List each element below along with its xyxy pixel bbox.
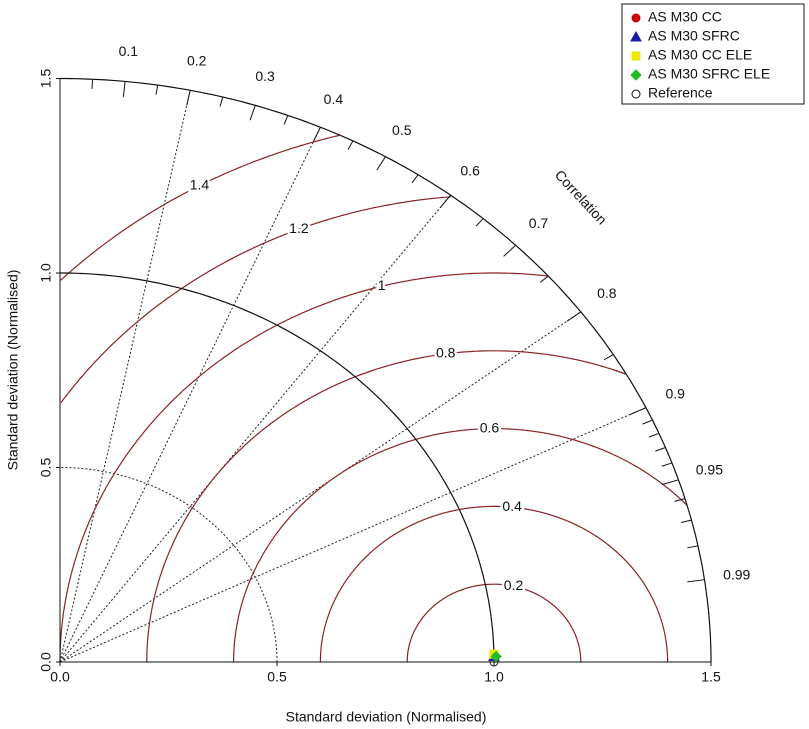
correlation-tick xyxy=(155,85,159,95)
x-tick-label: 0.0 xyxy=(50,669,70,685)
correlation-tick xyxy=(313,126,321,142)
legend-box xyxy=(621,3,805,105)
rms-label: 1.4 xyxy=(190,176,210,192)
correlation-line xyxy=(59,311,582,663)
x-tick-label: 1.0 xyxy=(484,669,504,685)
legend-label: Reference xyxy=(648,85,713,101)
rms-label: 0.8 xyxy=(436,345,456,361)
correlation-tick-label: 0.3 xyxy=(255,68,275,84)
correlation-tick xyxy=(674,498,686,502)
correlation-tick xyxy=(539,275,549,283)
rms-contour xyxy=(233,428,688,662)
correlation-tick xyxy=(566,311,582,322)
legend-label: AS M30 CC ELE xyxy=(648,47,752,63)
correlation-tick xyxy=(655,447,666,452)
y-tick-label: 1.0 xyxy=(38,263,54,283)
rms-label: 1 xyxy=(378,277,386,293)
correlation-tick xyxy=(219,96,224,107)
y-tick-label: 0.5 xyxy=(38,458,54,478)
correlation-tick-label: 0.6 xyxy=(460,163,480,179)
correlation-tick xyxy=(680,519,692,524)
correlation-tick xyxy=(503,244,517,257)
correlation-line xyxy=(59,90,191,663)
rms-label: 0.2 xyxy=(504,577,524,593)
correlation-tick xyxy=(347,140,354,150)
legend-marker xyxy=(630,30,642,42)
x-axis-label: Standard deviation (Normalised) xyxy=(286,709,487,725)
sd-arc xyxy=(60,467,278,662)
data-point xyxy=(490,650,502,663)
correlation-tick xyxy=(661,479,679,486)
rms-label: 0.4 xyxy=(502,498,522,514)
y-tick-label: 0.0 xyxy=(38,652,54,672)
correlation-tick-label: 0.99 xyxy=(723,566,750,582)
rms-contour xyxy=(319,505,669,662)
correlation-tick-label: 0.9 xyxy=(665,386,685,402)
correlation-line xyxy=(59,126,321,663)
y-axis-label: Standard deviation (Normalised) xyxy=(5,270,21,471)
legend-label: AS M30 SFRC xyxy=(648,28,740,44)
rms-label: 1.2 xyxy=(289,220,309,236)
correlation-tick xyxy=(687,545,699,549)
correlation-tick xyxy=(642,419,653,425)
correlation-tick xyxy=(687,579,705,583)
correlation-tick xyxy=(91,79,94,89)
legend-marker xyxy=(631,89,641,99)
correlation-tick xyxy=(283,115,289,125)
correlation-tick xyxy=(661,462,673,467)
reference-arc xyxy=(60,272,495,662)
legend-marker xyxy=(631,13,641,23)
correlation-tick-label: 0.2 xyxy=(187,52,207,68)
correlation-tick xyxy=(648,432,660,438)
y-tick-label: 1.5 xyxy=(38,69,54,89)
correlation-tick-label: 0.7 xyxy=(529,215,549,231)
correlation-tick-label: 0.8 xyxy=(597,285,617,301)
correlation-tick-label: 0.4 xyxy=(324,91,344,107)
rms-contour xyxy=(60,134,340,281)
correlation-line xyxy=(59,194,451,663)
rms-label: 0.6 xyxy=(480,419,500,435)
legend-marker xyxy=(630,69,642,81)
legend-label: AS M30 CC xyxy=(648,9,722,25)
rms-contour xyxy=(59,272,547,662)
rms-contour xyxy=(406,583,582,662)
correlation-tick xyxy=(249,105,256,121)
x-tick-label: 0.5 xyxy=(267,669,287,685)
rms-contour xyxy=(146,350,626,662)
correlation-tick xyxy=(122,81,126,97)
correlation-tick xyxy=(603,354,614,361)
correlation-tick xyxy=(475,218,484,227)
legend-marker xyxy=(631,51,641,61)
correlation-tick xyxy=(439,194,451,208)
correlation-tick xyxy=(186,90,191,106)
rms-contour xyxy=(60,196,451,404)
x-tick-label: 1.5 xyxy=(701,669,721,685)
correlation-label: Correlation xyxy=(552,167,610,228)
correlation-line xyxy=(59,407,647,663)
correlation-tick-label: 0.1 xyxy=(119,43,139,59)
correlation-tick xyxy=(630,407,647,415)
correlation-tick-label: 0.95 xyxy=(696,461,723,477)
correlation-tick xyxy=(376,156,386,171)
outer-arc xyxy=(60,77,712,662)
correlation-tick xyxy=(411,174,419,184)
correlation-tick-label: 0.5 xyxy=(392,122,412,138)
legend-label: AS M30 SFRC ELE xyxy=(648,66,770,82)
